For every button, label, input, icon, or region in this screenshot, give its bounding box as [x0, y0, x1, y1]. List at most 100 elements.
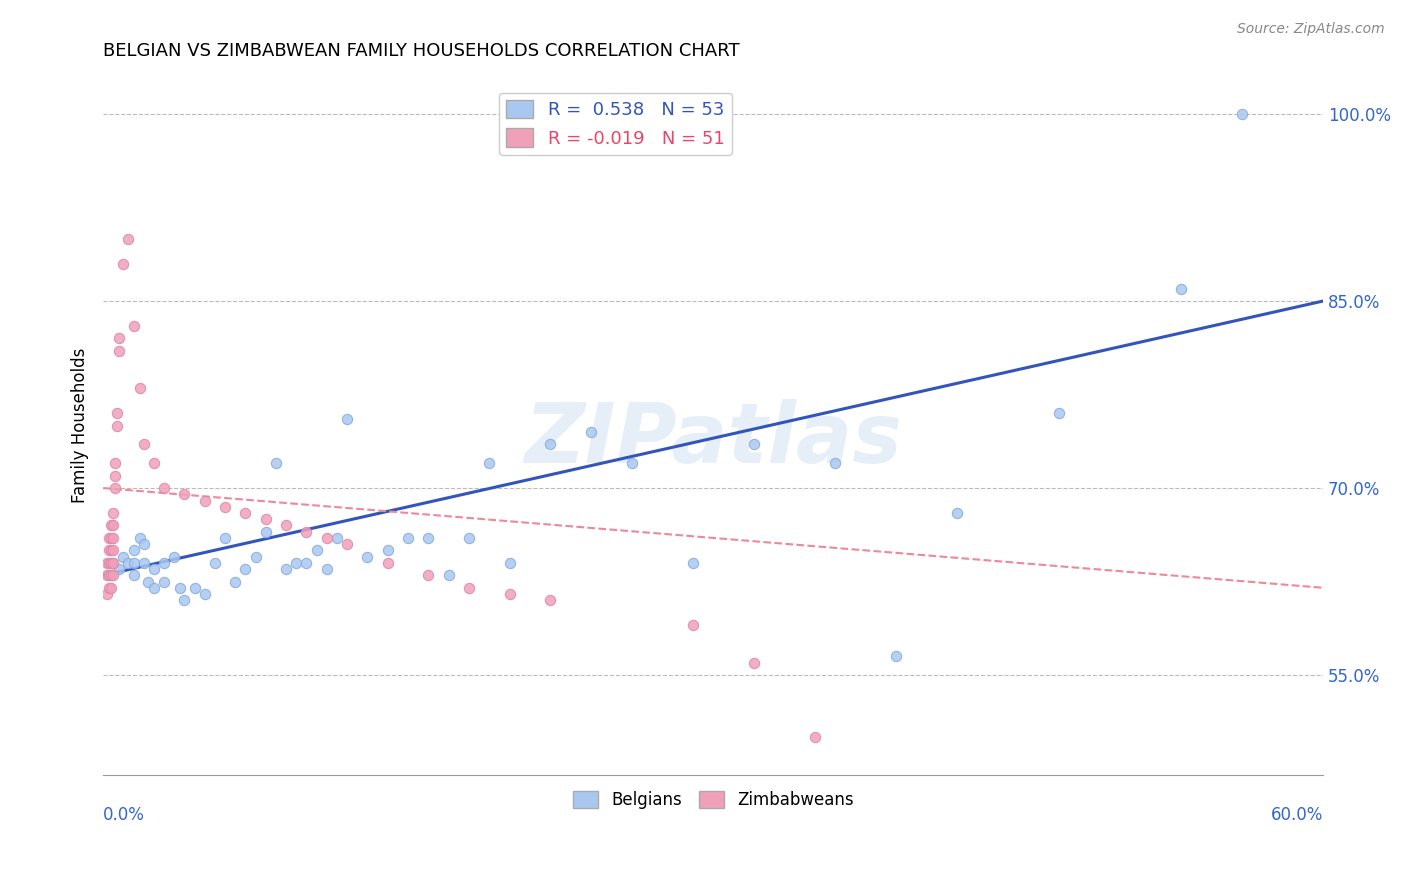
- Point: [682, 556, 704, 570]
- Point: [682, 618, 704, 632]
- Point: [326, 531, 349, 545]
- Point: [143, 562, 166, 576]
- Point: [117, 232, 139, 246]
- Point: [153, 481, 176, 495]
- Point: [103, 518, 125, 533]
- Point: [804, 731, 827, 745]
- Y-axis label: Family Households: Family Households: [72, 348, 89, 503]
- Point: [194, 493, 217, 508]
- Point: [100, 543, 122, 558]
- Point: [98, 543, 121, 558]
- Point: [143, 456, 166, 470]
- Point: [122, 568, 145, 582]
- Point: [499, 556, 522, 570]
- Point: [103, 543, 125, 558]
- Point: [104, 456, 127, 470]
- Point: [336, 537, 359, 551]
- Point: [104, 468, 127, 483]
- Point: [946, 506, 969, 520]
- Point: [254, 512, 277, 526]
- Point: [295, 556, 318, 570]
- Point: [204, 556, 226, 570]
- Point: [96, 568, 118, 582]
- Point: [437, 568, 460, 582]
- Point: [122, 543, 145, 558]
- Point: [540, 437, 562, 451]
- Point: [254, 524, 277, 539]
- Point: [128, 381, 150, 395]
- Point: [96, 556, 118, 570]
- Point: [315, 562, 337, 576]
- Point: [214, 531, 236, 545]
- Point: [136, 574, 159, 589]
- Point: [356, 549, 378, 564]
- Point: [108, 343, 131, 358]
- Point: [103, 506, 125, 520]
- Point: [620, 456, 643, 470]
- Point: [478, 456, 501, 470]
- Point: [245, 549, 267, 564]
- Point: [418, 568, 440, 582]
- Point: [100, 568, 122, 582]
- Point: [305, 543, 328, 558]
- Point: [122, 318, 145, 333]
- Text: 0.0%: 0.0%: [103, 806, 145, 824]
- Point: [132, 556, 155, 570]
- Point: [108, 331, 131, 345]
- Text: ZIPatlas: ZIPatlas: [524, 399, 903, 480]
- Point: [1047, 406, 1070, 420]
- Text: 60.0%: 60.0%: [1271, 806, 1323, 824]
- Point: [235, 506, 257, 520]
- Point: [128, 531, 150, 545]
- Point: [163, 549, 186, 564]
- Point: [112, 549, 135, 564]
- Point: [235, 562, 257, 576]
- Point: [396, 531, 419, 545]
- Point: [194, 587, 217, 601]
- Point: [100, 518, 122, 533]
- Point: [105, 418, 128, 433]
- Point: [295, 524, 318, 539]
- Point: [153, 574, 176, 589]
- Point: [884, 649, 907, 664]
- Point: [377, 556, 399, 570]
- Point: [173, 593, 195, 607]
- Point: [117, 556, 139, 570]
- Point: [98, 531, 121, 545]
- Point: [276, 518, 298, 533]
- Point: [540, 593, 562, 607]
- Point: [458, 581, 481, 595]
- Point: [285, 556, 308, 570]
- Point: [98, 556, 121, 570]
- Point: [132, 437, 155, 451]
- Point: [103, 556, 125, 570]
- Point: [100, 531, 122, 545]
- Point: [377, 543, 399, 558]
- Point: [742, 437, 765, 451]
- Point: [418, 531, 440, 545]
- Point: [742, 656, 765, 670]
- Point: [214, 500, 236, 514]
- Point: [96, 587, 118, 601]
- Point: [105, 406, 128, 420]
- Point: [98, 568, 121, 582]
- Point: [276, 562, 298, 576]
- Point: [579, 425, 602, 439]
- Point: [169, 581, 191, 595]
- Point: [173, 487, 195, 501]
- Point: [336, 412, 359, 426]
- Point: [122, 556, 145, 570]
- Point: [104, 481, 127, 495]
- Point: [224, 574, 246, 589]
- Point: [132, 537, 155, 551]
- Point: [824, 456, 846, 470]
- Legend: Belgians, Zimbabweans: Belgians, Zimbabweans: [567, 784, 860, 815]
- Point: [100, 581, 122, 595]
- Point: [103, 568, 125, 582]
- Point: [315, 531, 337, 545]
- Point: [458, 531, 481, 545]
- Text: Source: ZipAtlas.com: Source: ZipAtlas.com: [1237, 22, 1385, 37]
- Point: [183, 581, 205, 595]
- Point: [103, 556, 125, 570]
- Point: [143, 581, 166, 595]
